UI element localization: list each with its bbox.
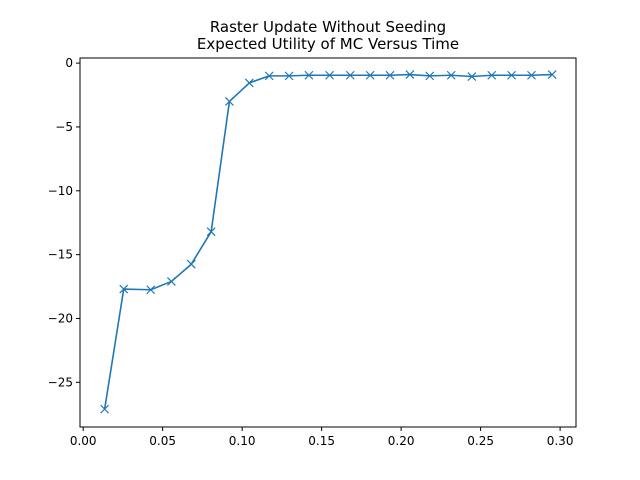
y-tick-label: −5 [55,120,73,134]
data-point-marker [284,71,294,81]
data-point-marker [385,70,395,80]
data-point-marker [146,285,156,295]
y-tick-label: −10 [48,184,73,198]
data-point-marker [119,284,129,294]
x-tick-label: 0.10 [229,434,256,448]
data-point-marker [264,71,274,81]
data-point-marker [166,277,176,286]
x-tick-label: 0.15 [308,434,335,448]
data-point-marker [225,96,234,106]
plot-area: 0.00 0.05 0.10 0.15 0.20 0.25 0.30 0 −5 −10 −15 −20… [48,56,574,448]
data-point-marker [304,70,314,80]
chart-title: Raster Update Without Seeding [210,18,446,36]
x-tick-label: 0.05 [149,434,176,448]
data-point-marker [446,70,456,80]
data-point-marker [547,70,557,80]
y-tick-label: −25 [48,375,73,389]
y-tick-label: 0 [65,56,73,70]
data-point-marker [527,70,536,80]
x-tick-label: 0.00 [70,434,97,448]
y-tick-label: −15 [48,248,73,262]
data-point-marker [405,70,415,80]
data-point-marker [100,404,110,414]
data-point-marker [507,70,517,80]
x-tick-label: 0.25 [467,434,494,448]
y-tick-label: −20 [48,311,73,325]
data-point-marker [345,70,355,80]
data-point-marker [325,70,335,80]
x-tick-label: 0.20 [388,434,415,448]
data-point-marker [487,70,497,80]
data-point-marker [244,78,254,88]
data-point-marker [467,72,477,81]
data-point-marker [186,259,196,269]
data-point-marker [365,70,375,80]
data-point-marker [425,71,435,81]
x-tick-label: 0.30 [547,434,574,448]
axes-frame [79,57,577,428]
chart-subtitle: Expected Utility of MC Versus Time [197,35,459,53]
data-point-marker [206,227,216,237]
